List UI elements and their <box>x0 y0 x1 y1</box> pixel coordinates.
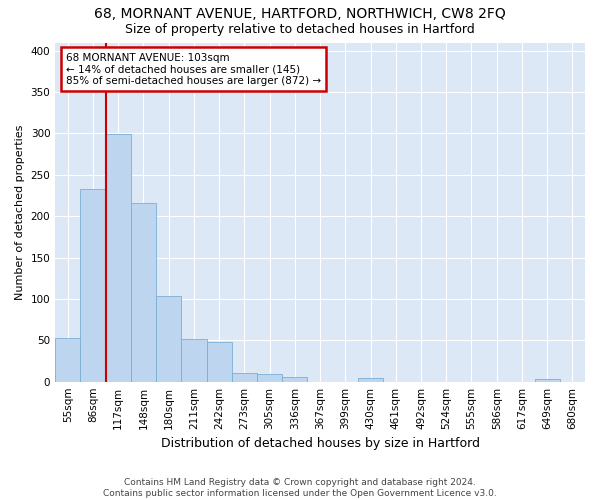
Text: Size of property relative to detached houses in Hartford: Size of property relative to detached ho… <box>125 22 475 36</box>
Y-axis label: Number of detached properties: Number of detached properties <box>15 124 25 300</box>
Bar <box>106 134 131 382</box>
Bar <box>181 338 206 382</box>
Bar <box>131 203 156 382</box>
Bar <box>80 189 106 382</box>
Bar <box>232 374 257 382</box>
Bar <box>156 296 181 382</box>
Bar <box>206 342 232 382</box>
X-axis label: Distribution of detached houses by size in Hartford: Distribution of detached houses by size … <box>161 437 479 450</box>
Bar <box>257 374 282 382</box>
Bar <box>55 338 80 382</box>
Bar <box>358 378 383 382</box>
Bar <box>282 376 307 382</box>
Text: 68 MORNANT AVENUE: 103sqm
← 14% of detached houses are smaller (145)
85% of semi: 68 MORNANT AVENUE: 103sqm ← 14% of detac… <box>66 52 321 86</box>
Text: Contains HM Land Registry data © Crown copyright and database right 2024.
Contai: Contains HM Land Registry data © Crown c… <box>103 478 497 498</box>
Bar <box>535 379 560 382</box>
Text: 68, MORNANT AVENUE, HARTFORD, NORTHWICH, CW8 2FQ: 68, MORNANT AVENUE, HARTFORD, NORTHWICH,… <box>94 8 506 22</box>
